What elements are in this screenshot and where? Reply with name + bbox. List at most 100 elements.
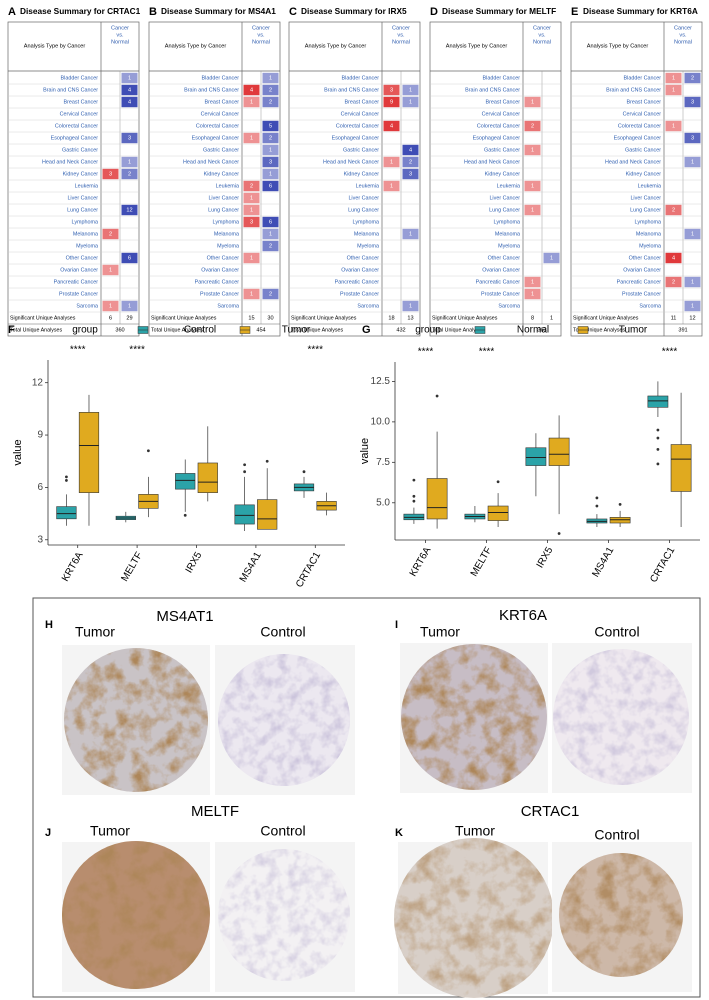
cancer-label: Lung Cancer — [489, 207, 520, 213]
header-right: vs. — [116, 32, 124, 38]
cancer-label: Bladder Cancer — [342, 75, 380, 81]
sig-count: 30 — [267, 315, 273, 321]
cell-count: 1 — [250, 195, 253, 201]
ihc-images — [62, 643, 692, 998]
cell-count: 4 — [128, 87, 131, 93]
significance: **** — [129, 345, 145, 356]
cell-count: 1 — [269, 171, 272, 177]
cancer-label: Ovarian Cancer — [60, 267, 98, 273]
cancer-label: Prostate Cancer — [200, 291, 239, 297]
cell-count: 4 — [390, 123, 393, 129]
cancer-label: Leukemia — [497, 183, 520, 189]
cell-count: 2 — [269, 135, 272, 141]
y-tick-label: 12 — [32, 377, 44, 388]
box — [548, 437, 570, 466]
panel-letter: E — [571, 6, 578, 18]
cancer-label: Head and Neck Cancer — [464, 159, 520, 165]
down-cell — [121, 156, 138, 168]
up-cell — [102, 300, 119, 312]
cell-count: 1 — [531, 279, 534, 285]
cell-count: 2 — [409, 159, 412, 165]
cancer-label: Cervical Cancer — [623, 111, 662, 117]
up-cell — [102, 168, 119, 180]
down-cell — [262, 180, 279, 192]
cell-count: 1 — [531, 147, 534, 153]
cancer-label: Breast Cancer — [64, 99, 99, 105]
up-cell — [524, 276, 541, 288]
outlier — [595, 504, 599, 508]
header-right: Cancer — [252, 25, 270, 31]
cell-count: 1 — [250, 207, 253, 213]
significance: **** — [70, 345, 86, 356]
sig-label: Significant Unique Analyses — [432, 315, 498, 321]
outlier — [302, 470, 306, 474]
total-label: Total Unique Analyses — [291, 327, 343, 333]
header-right: Cancer — [111, 25, 129, 31]
table-frame — [288, 21, 421, 337]
down-cell — [262, 120, 279, 132]
sig-label: Significant Unique Analyses — [151, 315, 217, 321]
cancer-label: Other Cancer — [66, 255, 99, 261]
y-tick-label: 10.0 — [371, 417, 391, 428]
header-right: vs. — [257, 32, 265, 38]
cell-count: 1 — [128, 303, 131, 309]
down-cell — [684, 228, 701, 240]
box — [647, 395, 669, 408]
cancer-label: Colorectal Cancer — [618, 123, 661, 129]
cancer-label: Prostate Cancer — [622, 291, 661, 297]
cell-count: 3 — [128, 135, 131, 141]
cancer-label: Gastric Cancer — [343, 147, 379, 153]
cell-count: 1 — [109, 303, 112, 309]
cell-count: 1 — [672, 75, 675, 81]
down-cell — [262, 288, 279, 300]
legend-title: group — [415, 325, 441, 336]
cancer-label: Breast Cancer — [205, 99, 240, 105]
cancer-label: Pancreatic Cancer — [54, 279, 99, 285]
sig-label: Significant Unique Analyses — [291, 315, 357, 321]
outlier — [656, 436, 660, 440]
panel-letter: G — [362, 324, 371, 336]
cell-count: 1 — [128, 159, 131, 165]
x-tick-label: MELTF — [119, 550, 145, 583]
x-tick-label: IRX5 — [184, 550, 205, 575]
up-cell — [524, 204, 541, 216]
up-cell — [243, 84, 260, 96]
cancer-label: Brain and CNS Cancer — [606, 87, 661, 93]
sig-count: 15 — [248, 315, 254, 321]
sig-count: 18 — [388, 315, 394, 321]
cancer-label: Leukemia — [75, 183, 98, 189]
cell-count: 1 — [128, 75, 131, 81]
down-cell — [262, 84, 279, 96]
cancer-label: Gastric Cancer — [625, 147, 661, 153]
cancer-label: Prostate Cancer — [481, 291, 520, 297]
cell-count: 1 — [250, 291, 253, 297]
down-cell — [684, 300, 701, 312]
x-tick-label: KRT6A — [60, 550, 86, 584]
x-tick-label: CRTAC1 — [294, 550, 323, 590]
header-right: Normal — [533, 39, 551, 45]
cell-count: 4 — [672, 255, 675, 261]
cell-count: 5 — [269, 123, 272, 129]
cancer-label: Lung Cancer — [67, 207, 98, 213]
cell-count: 1 — [269, 147, 272, 153]
up-cell — [524, 180, 541, 192]
total-count: 360 — [115, 327, 124, 333]
sig-label: Significant Unique Analyses — [10, 315, 76, 321]
cancer-label: Myeloma — [498, 243, 520, 249]
sig-count: 1 — [550, 315, 553, 321]
header-right: vs. — [397, 32, 405, 38]
header-left: Analysis Type by Cancer — [165, 43, 227, 49]
header-right: Normal — [674, 39, 692, 45]
total-label: Total Unique Analyses — [432, 327, 484, 333]
header-right: Cancer — [533, 25, 551, 31]
up-cell — [243, 216, 260, 228]
cancer-label: Lymphoma — [72, 219, 98, 225]
header-right: vs. — [679, 32, 687, 38]
cancer-label: Kidney Cancer — [204, 171, 240, 177]
outlier — [243, 463, 247, 467]
cell-count: 1 — [250, 135, 253, 141]
cell-count: 3 — [691, 135, 694, 141]
cancer-label: Colorectal Cancer — [55, 123, 98, 129]
cell-count: 2 — [269, 99, 272, 105]
up-cell — [524, 144, 541, 156]
